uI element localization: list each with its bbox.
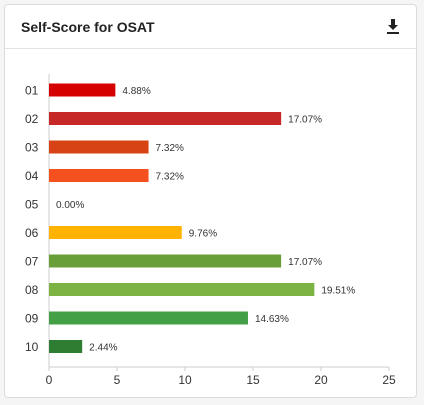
bar[interactable] [49,311,248,325]
x-tick-label: 15 [246,373,260,387]
y-tick-label: 05 [25,198,39,212]
y-tick-label: 07 [25,255,39,269]
data-label: 2.44% [89,343,117,354]
data-label: 19.51% [321,286,355,297]
y-tick-label: 04 [25,169,39,183]
x-tick-label: 0 [46,373,53,387]
data-label: 7.32% [156,143,184,154]
y-tick-label: 06 [25,226,39,240]
y-tick-label: 01 [25,84,39,98]
bar[interactable] [49,112,282,125]
bar[interactable] [49,283,315,296]
data-label: 14.63% [255,314,289,325]
y-tick-label: 03 [25,141,39,155]
bar[interactable] [49,140,149,154]
bar[interactable] [49,169,149,182]
data-label: 7.32% [156,172,184,183]
data-label: 9.76% [189,229,217,240]
y-tick-label: 09 [25,312,39,326]
card-header: Self-Score for OSAT [5,5,416,49]
bar[interactable] [49,83,116,97]
chart-title: Self-Score for OSAT [21,19,155,35]
x-tick-label: 5 [114,373,121,387]
download-button[interactable] [384,17,402,37]
bar[interactable] [49,226,182,239]
bar[interactable] [49,340,83,353]
y-tick-label: 10 [25,340,39,354]
data-label: 17.07% [288,115,322,126]
data-label: 4.88% [122,86,150,97]
bar[interactable] [49,254,282,268]
download-icon [387,19,399,34]
y-tick-label: 02 [25,112,39,126]
data-label: 17.07% [288,257,322,268]
chart-card: Self-Score for OSAT 01 4.88% 02 17.07% 03 7.3… [4,4,417,398]
x-tick-label: 20 [314,373,328,387]
bar-chart: 01 4.88%02 17.07%03 7.32%04 7.32%05 0.00%06 9.… [25,74,396,387]
x-tick-label: 25 [382,373,396,387]
y-tick-label: 08 [25,283,39,297]
x-tick-label: 10 [178,373,192,387]
data-label: 0.00% [56,200,84,211]
